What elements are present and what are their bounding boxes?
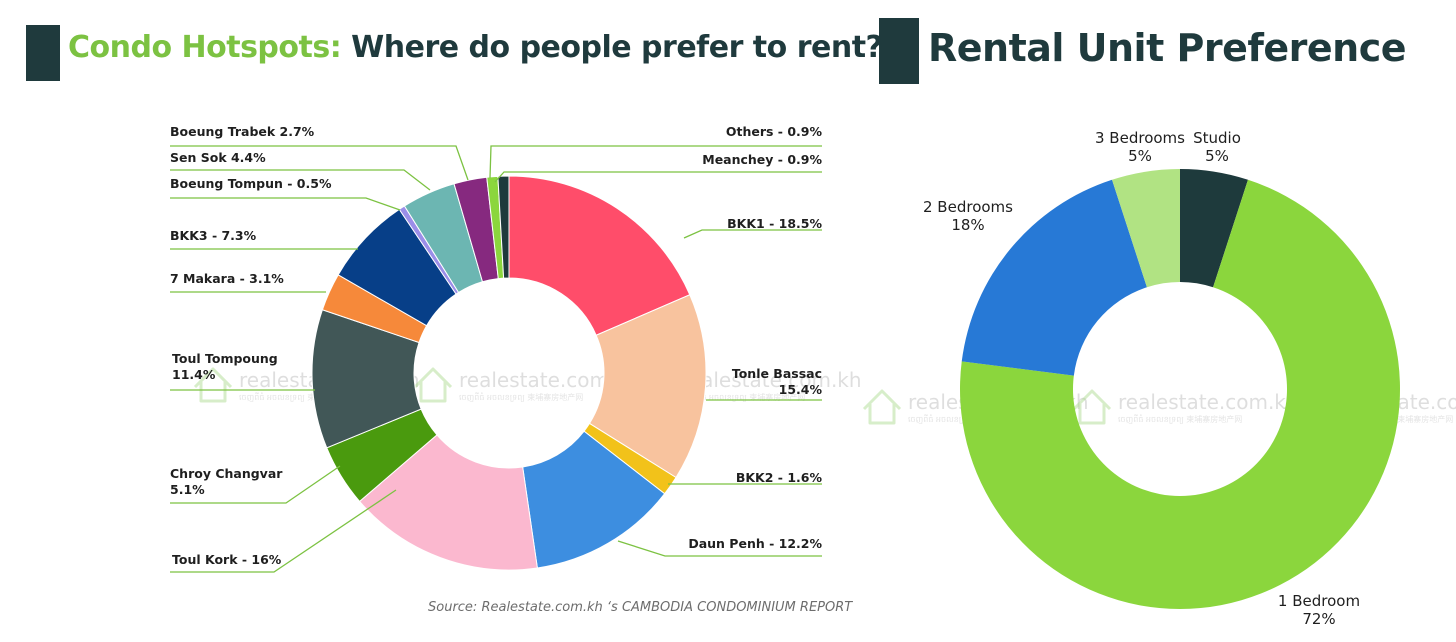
label-studio: Studio 5%: [1193, 129, 1241, 165]
label-7-makara: 7 Makara - 3.1%: [170, 271, 284, 286]
label-toul-kork: Toul Kork - 16%: [172, 552, 282, 567]
slice-3-bedrooms: [1112, 169, 1180, 288]
slice-bkk1: [508, 175, 691, 336]
watermark-brand: realestate.com.kh: [681, 368, 862, 392]
house-icon: [862, 389, 902, 425]
slice-studio: [1180, 169, 1248, 288]
leader-others: [489, 145, 822, 179]
watermark-sub: ចេញពីធំ អចលនទ្រព្យ 柬埔寨房地产网: [681, 392, 805, 402]
house-icon: [413, 367, 453, 403]
label-others: Others - 0.9%: [726, 124, 823, 139]
left-title-rest: Where do people prefer to rent?: [341, 30, 883, 65]
label-bkk3: BKK3 - 7.3%: [170, 228, 257, 243]
house-icon: [1072, 389, 1112, 425]
label-bkk1: BKK1 - 18.5%: [727, 216, 822, 231]
label-toul-tompoung: Toul Tompoung 11.4%: [172, 351, 278, 382]
label-boeung-tompun: Boeung Tompun - 0.5%: [170, 176, 332, 191]
label-tonle-bassac: Tonle Bassac 15.4%: [732, 366, 823, 397]
left-chart-title: Condo Hotspots: Where do people prefer t…: [68, 30, 883, 65]
label-2-bedrooms: 2 Bedrooms 18%: [923, 198, 1013, 234]
label-1-bedroom: 1 Bedroom 72%: [1278, 592, 1360, 628]
house-icon: [193, 367, 233, 403]
label-daun-penh: Daun Penh - 12.2%: [688, 536, 822, 551]
leader-sen-sok: [170, 169, 431, 191]
watermark-logo: realestate.com.khចេញពីធំ អចលនទ្រព្យ 柬埔寨房…: [1072, 389, 1299, 425]
label-boeung-trabek: Boeung Trabek 2.7%: [170, 124, 315, 139]
right-chart-title: Rental Unit Preference: [928, 26, 1407, 70]
slice-2-bedrooms: [961, 179, 1147, 376]
left-title-bar: [26, 25, 60, 81]
watermark-brand: realestate.com.kh: [1118, 390, 1299, 414]
watermark-sub: ចេញពីធំ អចលនទ្រព្យ 柬埔寨房地产网: [1118, 414, 1242, 424]
slice-1-bedroom: [960, 179, 1400, 609]
watermark-sub: ចេញពីធំ អចលនទ្រព្យ 柬埔寨房地产网: [459, 392, 583, 402]
leader-meanchey: [494, 171, 822, 183]
leader-bkk1: [683, 229, 822, 239]
slice-tonle-bassac: [588, 294, 707, 479]
label-sen-sok: Sen Sok 4.4%: [170, 150, 266, 165]
leader-chroy-changvar: [170, 465, 341, 504]
leader-daun-penh: [617, 540, 822, 557]
label-meanchey: Meanchey - 0.9%: [702, 152, 822, 167]
slice-others: [497, 175, 510, 279]
leader-boeung-tompun: [170, 197, 401, 211]
watermark-sub: ចេញពីធំ អចលនទ្រព្យ 柬埔寨房地产网: [239, 392, 363, 402]
watermark-logo: realestate.com.khចេញពីធំ អចលនទ្រព្យ 柬埔寨房…: [635, 367, 862, 403]
label-3-bedrooms: 3 Bedrooms 5%: [1095, 129, 1185, 165]
slice-toul-kork: [358, 434, 538, 571]
label-bkk2: BKK2 - 1.6%: [736, 470, 823, 485]
leader-toul-kork: [170, 489, 397, 573]
leader-boeung-trabek: [170, 145, 469, 181]
left-title-highlight: Condo Hotspots:: [68, 30, 342, 65]
source-note: Source: Realestate.com.kh ‘s CAMBODIA CO…: [428, 600, 853, 615]
right-title-bar: [879, 18, 919, 84]
label-chroy-changvar: Chroy Changvar 5.1%: [170, 466, 283, 497]
